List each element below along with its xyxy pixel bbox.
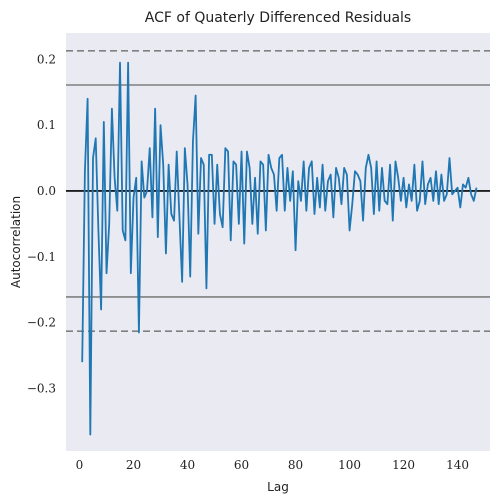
x-axis-title: Lag: [267, 480, 289, 494]
y-tick-label: 0.1: [37, 118, 56, 132]
x-tick-label: 40: [180, 458, 195, 472]
y-tick-label: 0.0: [37, 184, 56, 198]
x-tick-label: 0: [76, 458, 84, 472]
y-axis-title: Autocorrelation: [9, 196, 23, 288]
x-tick-label: 20: [126, 458, 141, 472]
x-axis-ticks: 0 20 40 60 80 100 120 140: [76, 458, 469, 472]
y-axis-ticks: 0.2 0.1 0.0 −0.1 −0.2 −0.3: [27, 52, 56, 395]
acf-series-line: [81, 61, 478, 436]
confidence-bands: [66, 49, 490, 332]
y-tick-label: −0.3: [27, 381, 56, 395]
x-tick-label: 140: [446, 458, 469, 472]
y-tick-label: −0.1: [27, 250, 56, 264]
y-tick-label: −0.2: [27, 316, 56, 330]
chart-title: ACF of Quaterly Differenced Residuals: [145, 10, 411, 26]
x-tick-label: 60: [234, 458, 249, 472]
series-group: [81, 61, 478, 436]
x-tick-label: 120: [392, 458, 415, 472]
y-tick-label: 0.2: [37, 52, 56, 66]
x-tick-label: 100: [338, 458, 361, 472]
x-tick-label: 80: [288, 458, 303, 472]
